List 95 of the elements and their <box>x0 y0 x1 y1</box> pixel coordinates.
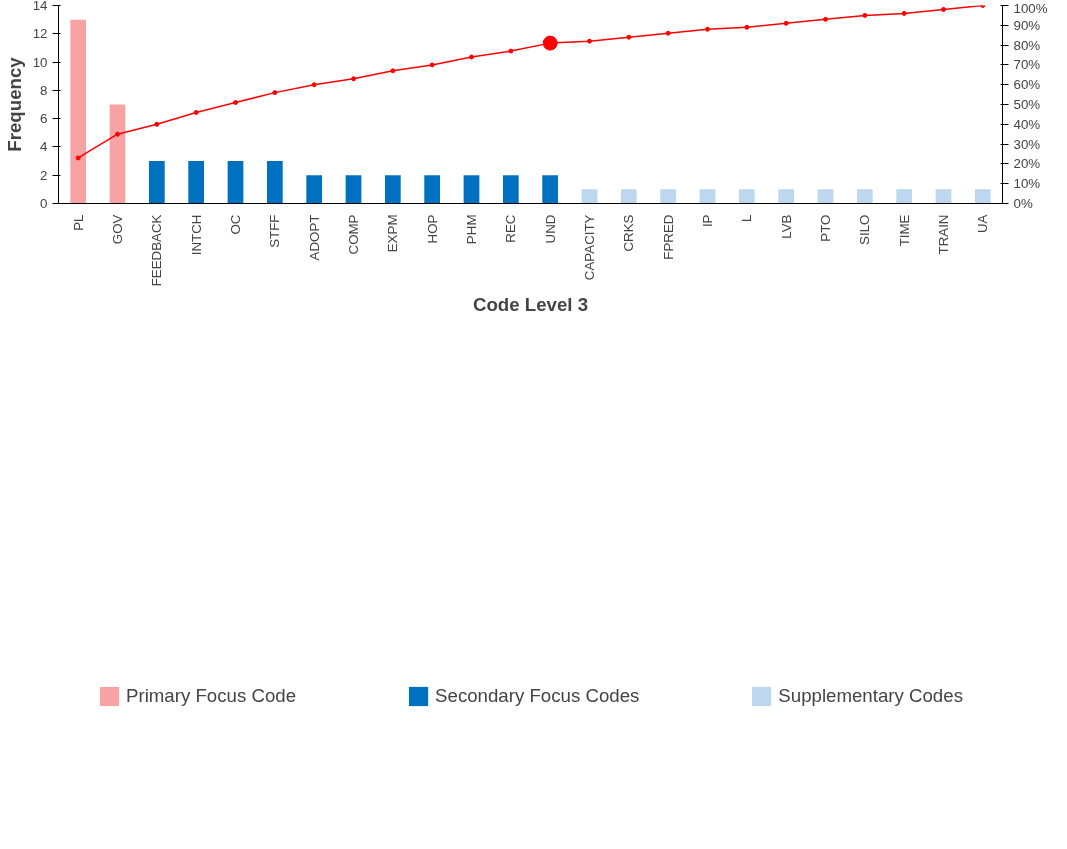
bar <box>581 189 598 204</box>
x-tick-label: TIME <box>896 214 912 247</box>
y-tick-label: 8 <box>40 82 48 98</box>
y2-tick-label: 60% <box>1013 77 1041 93</box>
bar <box>542 175 559 204</box>
y2-tick-label: 30% <box>1013 136 1041 152</box>
x-tick-label: CRKS <box>621 214 637 252</box>
x-tick-label: STFF <box>267 214 283 248</box>
bar <box>738 189 755 204</box>
y2-tick-label: 80% <box>1013 37 1041 53</box>
bar <box>70 19 87 204</box>
point <box>587 38 592 44</box>
bar <box>896 189 913 204</box>
y2-tick-label: 20% <box>1013 156 1041 172</box>
point <box>115 131 120 137</box>
y-tick-label: 0 <box>40 196 48 211</box>
legend-label: Primary Focus Code <box>126 684 297 708</box>
bar <box>856 189 873 204</box>
point <box>193 109 199 115</box>
bar <box>660 189 677 204</box>
x-tick-label: COMP <box>346 214 361 255</box>
bar <box>306 175 323 204</box>
y2-tick-label: 70% <box>1013 57 1041 73</box>
y2-tick-label: 100% <box>1013 0 1048 16</box>
point <box>862 12 868 18</box>
bar <box>935 189 952 204</box>
bar <box>463 175 480 204</box>
x-tick-label: IP <box>700 214 715 228</box>
point <box>311 82 317 88</box>
y2-tick-label: 0% <box>1013 196 1033 211</box>
bar <box>384 175 401 204</box>
x-tick-label: UND <box>542 214 558 244</box>
y2-tick-label: 10% <box>1013 176 1041 192</box>
y-axis-title: Frequency <box>3 56 25 152</box>
point <box>901 10 907 16</box>
bar <box>266 161 283 204</box>
y2-tick-label: 90% <box>1013 17 1041 33</box>
y2-tick-label: 40% <box>1013 116 1041 132</box>
point <box>469 54 474 60</box>
bar <box>502 175 519 204</box>
point <box>390 68 396 74</box>
bar <box>817 189 834 204</box>
y-tick-label: 14 <box>32 0 49 13</box>
y-tick-label: 10 <box>32 54 48 70</box>
point <box>542 35 558 51</box>
point <box>783 20 789 26</box>
point <box>626 34 632 40</box>
point <box>665 30 671 36</box>
y2-tick-label: 50% <box>1013 97 1041 112</box>
x-tick-label: EXPM <box>385 214 401 253</box>
x-tick-label: L <box>739 214 755 222</box>
bar <box>974 189 991 204</box>
x-tick-label: SILO <box>857 214 873 245</box>
x-tick-label: OC <box>228 214 243 235</box>
y-tick-label: 12 <box>32 26 48 42</box>
point <box>823 16 828 22</box>
x-tick-label: FPRED <box>660 214 676 260</box>
x-tick-label: CAPACITY <box>582 214 597 281</box>
point <box>154 121 160 127</box>
bar <box>424 175 441 204</box>
x-axis-title: Code Level 3 <box>472 294 589 316</box>
y-tick-label: 4 <box>40 139 49 155</box>
bar <box>699 189 716 204</box>
x-tick-label: PTO <box>818 214 833 242</box>
x-tick-label: LVB <box>778 214 794 239</box>
point <box>75 155 81 161</box>
bar <box>109 104 126 204</box>
x-tick-label: FEEDBACK <box>149 214 165 287</box>
legend-label: Supplementary Codes <box>778 684 963 708</box>
x-tick-label: INTCH <box>188 214 204 256</box>
bar <box>148 161 165 204</box>
bar <box>227 161 244 204</box>
y-tick-label: 2 <box>40 167 48 183</box>
x-tick-label: REC <box>503 214 519 243</box>
point <box>744 24 750 30</box>
x-tick-label: ADOPT <box>306 214 322 261</box>
x-tick-label: UA <box>975 214 991 234</box>
bar <box>345 175 362 204</box>
y-tick-label: 6 <box>40 111 48 127</box>
point <box>233 100 238 106</box>
point <box>351 76 356 82</box>
bar <box>620 189 637 204</box>
bar <box>778 189 795 204</box>
x-tick-label: HOP <box>424 214 440 244</box>
point <box>941 6 946 12</box>
x-tick-label: GOV <box>110 214 125 245</box>
bar <box>188 161 205 204</box>
x-tick-label: PHM <box>464 214 479 245</box>
x-tick-label: PL <box>70 214 86 231</box>
point <box>705 26 710 32</box>
point <box>508 48 514 54</box>
legend-label: Secondary Focus Codes <box>435 684 640 708</box>
point <box>429 62 435 68</box>
x-tick-label: TRAIN <box>936 214 951 255</box>
point <box>272 90 278 96</box>
